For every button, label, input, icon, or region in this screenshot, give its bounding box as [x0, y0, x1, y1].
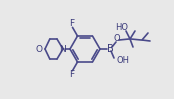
Text: O: O	[35, 44, 42, 53]
Text: O: O	[114, 34, 120, 43]
Text: HO: HO	[116, 22, 129, 31]
Text: F: F	[69, 70, 75, 79]
Text: B: B	[107, 44, 113, 54]
Text: OH: OH	[117, 56, 130, 65]
Text: N: N	[60, 44, 66, 53]
Text: F: F	[69, 19, 75, 28]
